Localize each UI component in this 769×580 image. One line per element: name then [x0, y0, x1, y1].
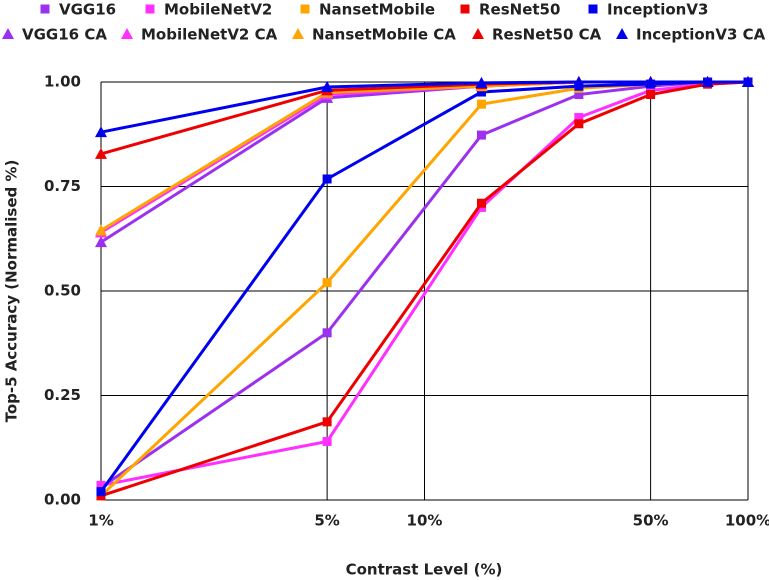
- legend-label: VGG16: [59, 1, 116, 19]
- legend-marker: [121, 28, 133, 39]
- marker: [475, 76, 488, 88]
- marker: [701, 76, 714, 87]
- marker: [322, 278, 332, 288]
- y-tick-label: 0.25: [44, 386, 81, 404]
- y-tick-label: 1.00: [44, 73, 81, 91]
- series: [95, 76, 754, 138]
- legend-item: VGG16: [40, 1, 116, 19]
- marker: [742, 76, 754, 87]
- marker: [476, 99, 486, 109]
- marker: [95, 236, 107, 248]
- x-axis-title: Contrast Level (%): [346, 561, 503, 579]
- marker: [572, 76, 585, 87]
- marker: [322, 328, 332, 338]
- marker: [574, 90, 584, 100]
- marker: [322, 417, 332, 427]
- legend-marker: [460, 4, 470, 14]
- y-axis-title: Top-5 Accuracy (Normalised %): [3, 160, 21, 423]
- legend-item: NansetMobile CA: [292, 26, 456, 44]
- legend-label: InceptionV3 CA: [636, 26, 766, 44]
- legend-label: VGG16 CA: [22, 26, 107, 44]
- marker: [95, 224, 107, 236]
- legend-item: NansetMobile: [300, 1, 435, 19]
- marker: [574, 119, 584, 129]
- marker: [574, 113, 584, 123]
- x-tick-label: 100%: [725, 512, 769, 530]
- marker: [322, 174, 332, 184]
- legend-marker: [40, 4, 50, 14]
- legend-item: MobileNetV2: [145, 1, 272, 19]
- marker: [644, 76, 657, 87]
- legend-item: ResNet50 CA: [472, 26, 602, 44]
- marker: [96, 487, 106, 497]
- legend-marker: [616, 28, 628, 39]
- legend-label: MobileNetV2 CA: [141, 26, 278, 44]
- marker: [476, 130, 486, 140]
- x-tick-label: 5%: [314, 512, 339, 530]
- legend-label: ResNet50 CA: [492, 26, 602, 44]
- legend-label: InceptionV3: [607, 1, 708, 19]
- legend-label: NansetMobile CA: [312, 26, 456, 44]
- legend-marker: [300, 4, 310, 14]
- marker: [322, 436, 332, 446]
- legend-marker: [472, 28, 484, 39]
- legend-item: VGG16 CA: [2, 26, 107, 44]
- legend-item: ResNet50: [460, 1, 560, 19]
- x-tick-label: 10%: [407, 512, 443, 530]
- legend-label: MobileNetV2: [164, 1, 272, 19]
- legend-item: MobileNetV2 CA: [121, 26, 278, 44]
- marker: [321, 81, 334, 93]
- marker: [95, 126, 107, 138]
- x-tick-label: 50%: [633, 512, 669, 530]
- marker: [476, 198, 486, 208]
- legend-marker: [2, 28, 14, 39]
- legend-label: ResNet50: [479, 1, 560, 19]
- y-tick-label: 0.75: [44, 177, 81, 195]
- legend-label: NansetMobile: [319, 1, 435, 19]
- legend-marker: [145, 4, 155, 14]
- y-tick-label: 0.50: [44, 282, 81, 300]
- x-tick-label: 1%: [88, 512, 113, 530]
- legend-item: InceptionV3: [588, 1, 708, 19]
- marker: [96, 480, 106, 490]
- legend-item: InceptionV3 CA: [616, 26, 766, 44]
- marker: [95, 147, 107, 159]
- marker: [646, 90, 656, 100]
- legend-marker: [588, 4, 598, 14]
- legend-marker: [292, 28, 304, 39]
- y-tick-label: 0.00: [44, 491, 81, 509]
- marker: [476, 87, 486, 97]
